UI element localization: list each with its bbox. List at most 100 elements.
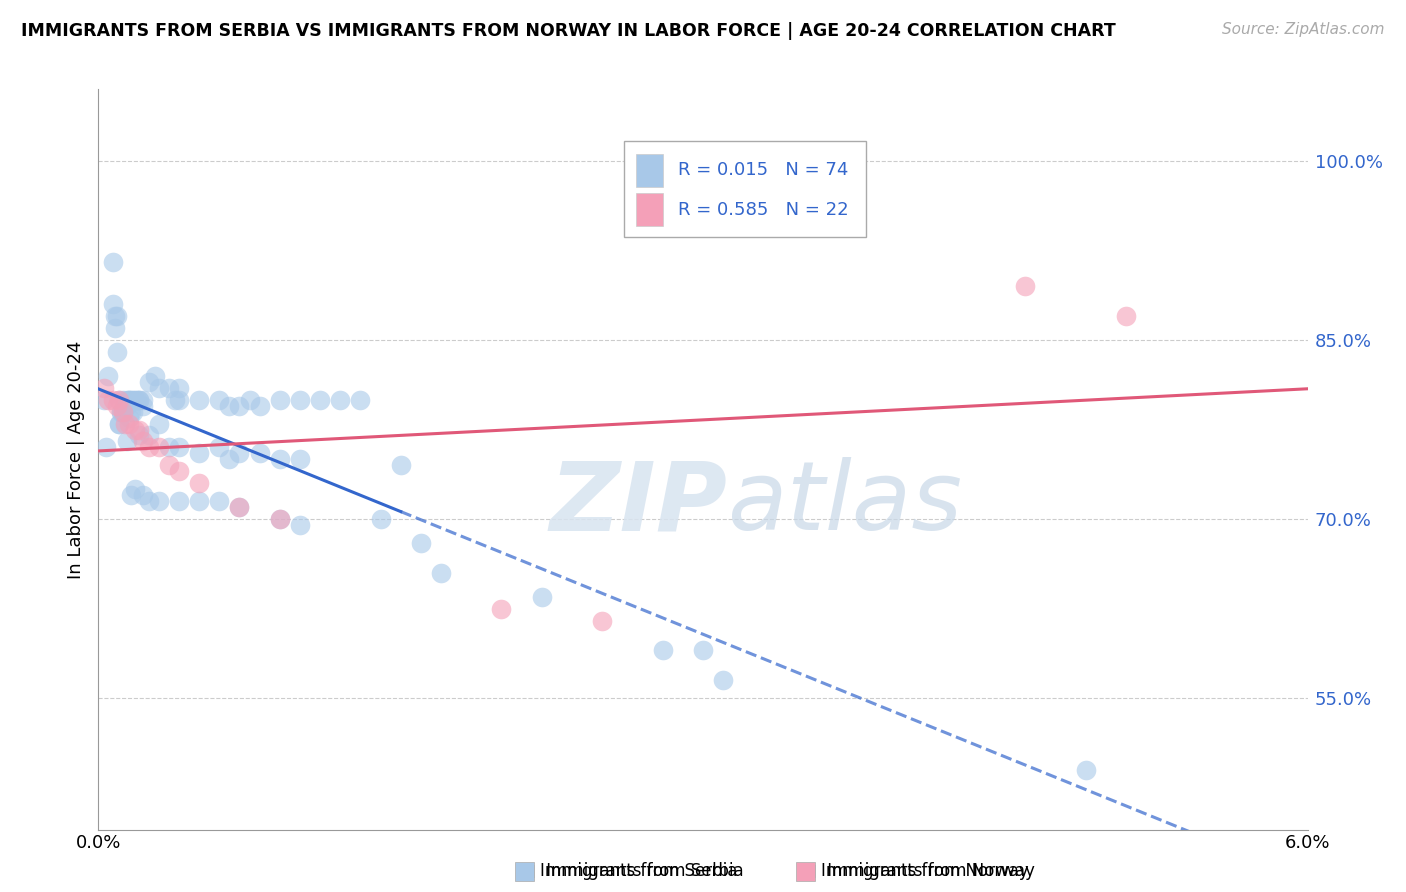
Point [115, 399, 138, 413]
Point [148, 494, 170, 508]
Point [1074, 763, 1097, 777]
Text: ZIP: ZIP [550, 458, 727, 550]
Point [124, 482, 146, 496]
Point [110, 404, 132, 418]
Point [110, 404, 132, 418]
Point [269, 512, 291, 526]
Point [218, 399, 240, 413]
Point [93, 381, 115, 395]
Point [124, 392, 146, 407]
Point [148, 417, 170, 431]
Point [105, 309, 128, 323]
Point [97, 392, 120, 407]
Point [218, 452, 240, 467]
Point [1115, 309, 1137, 323]
Point [96, 441, 118, 455]
Point [157, 458, 180, 473]
Point [128, 428, 150, 442]
Point [143, 368, 166, 383]
Point [157, 381, 180, 395]
Point [591, 614, 613, 628]
Point [288, 452, 311, 467]
Point [269, 452, 291, 467]
Point [120, 404, 142, 418]
Point [167, 392, 190, 407]
Point [115, 434, 138, 449]
Point [132, 434, 155, 449]
Point [329, 392, 352, 407]
Text: Immigrants from Norway: Immigrants from Norway [821, 862, 1029, 880]
Point [118, 417, 141, 431]
FancyBboxPatch shape [624, 141, 866, 237]
Point [409, 536, 432, 550]
Point [114, 399, 136, 413]
FancyBboxPatch shape [637, 193, 664, 227]
Point [111, 404, 134, 418]
Point [115, 392, 138, 407]
Point [118, 392, 141, 407]
Text: □  Immigrants from Serbia: □ Immigrants from Serbia [520, 862, 744, 880]
Point [188, 392, 211, 407]
Point [157, 441, 180, 455]
Point [120, 488, 142, 502]
Point [692, 643, 714, 657]
Point [530, 590, 553, 604]
Point [249, 446, 271, 460]
Point [228, 399, 250, 413]
Point [228, 500, 250, 515]
Point [138, 494, 160, 508]
Point [124, 423, 146, 437]
Point [132, 392, 155, 407]
Point [148, 381, 170, 395]
Text: IMMIGRANTS FROM SERBIA VS IMMIGRANTS FROM NORWAY IN LABOR FORCE | AGE 20-24 CORR: IMMIGRANTS FROM SERBIA VS IMMIGRANTS FRO… [21, 22, 1116, 40]
Point [491, 601, 513, 615]
Text: Immigrants from Serbia: Immigrants from Serbia [540, 862, 737, 880]
Point [138, 428, 160, 442]
Point [114, 399, 136, 413]
Point [167, 494, 190, 508]
Point [121, 392, 143, 407]
Point [269, 512, 291, 526]
Point [101, 297, 124, 311]
Point [132, 488, 155, 502]
Point [188, 476, 211, 491]
Point [138, 375, 160, 389]
Point [114, 417, 136, 431]
Point [107, 417, 129, 431]
Point [138, 441, 160, 455]
Point [389, 458, 412, 473]
Point [349, 392, 371, 407]
Text: Source: ZipAtlas.com: Source: ZipAtlas.com [1222, 22, 1385, 37]
Point [103, 321, 125, 335]
Point [1014, 279, 1036, 293]
Point [120, 392, 142, 407]
Point [121, 404, 143, 418]
Point [93, 392, 115, 407]
Point [107, 392, 129, 407]
Point [711, 673, 734, 688]
Point [651, 643, 673, 657]
Point [249, 399, 271, 413]
Point [148, 441, 170, 455]
Point [128, 392, 150, 407]
Point [269, 392, 291, 407]
Point [239, 392, 262, 407]
FancyBboxPatch shape [637, 153, 664, 187]
Point [228, 446, 250, 460]
Point [118, 410, 141, 425]
Point [288, 518, 311, 533]
Text: □  Immigrants from Norway: □ Immigrants from Norway [801, 862, 1035, 880]
Point [288, 392, 311, 407]
Point [208, 392, 231, 407]
Point [111, 404, 134, 418]
Point [163, 392, 186, 407]
Point [188, 446, 211, 460]
Point [208, 494, 231, 508]
Point [228, 500, 250, 515]
Point [111, 392, 134, 407]
Point [101, 255, 124, 269]
Point [118, 392, 141, 407]
Point [105, 399, 128, 413]
Point [125, 392, 148, 407]
Text: R = 0.015   N = 74: R = 0.015 N = 74 [678, 161, 848, 179]
